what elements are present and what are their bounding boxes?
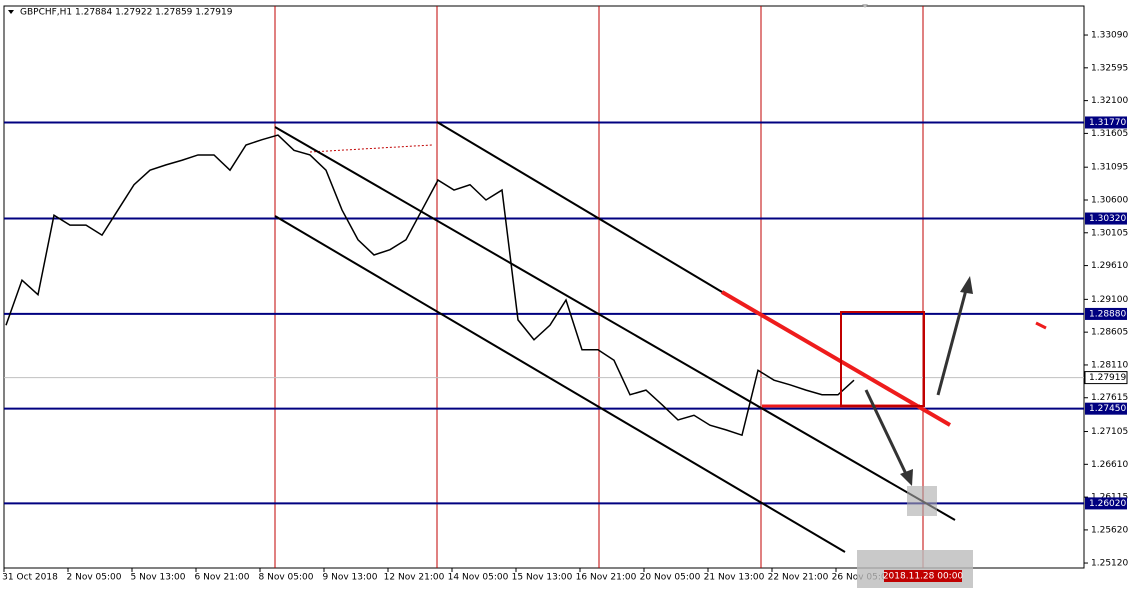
y-tick-label: 1.25620 bbox=[1091, 525, 1128, 535]
level-label: 1.27450 bbox=[1089, 404, 1126, 414]
level-label: 1.28880 bbox=[1089, 309, 1126, 319]
level-box bbox=[1085, 116, 1127, 129]
level-box bbox=[1085, 307, 1127, 320]
y-tick-label: 1.28605 bbox=[1091, 328, 1128, 338]
trend-drawings bbox=[274, 121, 1047, 553]
cursor-box bbox=[857, 550, 973, 588]
cursor-label-bg bbox=[884, 570, 962, 582]
plot-frame bbox=[3, 5, 1085, 569]
x-tick-label: 20 Nov 05:00 bbox=[640, 573, 701, 583]
x-tick-label: 14 Nov 05:00 bbox=[448, 573, 509, 583]
y-tick-label: 1.30105 bbox=[1091, 228, 1128, 238]
cursor-label: 2018.11.28 00:00 bbox=[883, 572, 964, 582]
x-tick-label: 22 Nov 21:00 bbox=[768, 573, 829, 583]
y-tick-label: 1.29610 bbox=[1091, 261, 1128, 271]
x-tick-label: 9 Nov 13:00 bbox=[323, 573, 378, 583]
x-tick-label: 5 Nov 13:00 bbox=[131, 573, 186, 583]
level-label: 1.30320 bbox=[1089, 214, 1126, 224]
y-tick-label: 1.27105 bbox=[1091, 427, 1128, 437]
x-tick-label: 8 Nov 05:00 bbox=[259, 573, 314, 583]
current-price-label: 1.27919 bbox=[1089, 373, 1126, 383]
menu-triangle bbox=[8, 10, 14, 14]
period-separators bbox=[274, 6, 924, 568]
chart-title: GBPCHF,H1 1.27884 1.27922 1.27859 1.2791… bbox=[20, 8, 233, 18]
shift-marker bbox=[862, 4, 868, 8]
y-tick-label: 1.31095 bbox=[1091, 163, 1128, 173]
y-tick-label: 1.28110 bbox=[1091, 360, 1128, 370]
x-tick-label: 6 Nov 21:00 bbox=[195, 573, 250, 583]
price-line bbox=[5, 134, 855, 437]
level-box bbox=[1085, 402, 1127, 415]
level-box bbox=[1085, 497, 1127, 510]
y-tick-label: 1.32595 bbox=[1091, 63, 1128, 73]
y-tick-label: 1.33090 bbox=[1091, 31, 1128, 41]
y-tick-label: 1.25120 bbox=[1091, 559, 1128, 569]
level-label: 1.26020 bbox=[1089, 499, 1126, 509]
x-tick-label: 21 Nov 13:00 bbox=[704, 573, 765, 583]
x-tick-label: 15 Nov 13:00 bbox=[512, 573, 573, 583]
y-tick-label: 1.31605 bbox=[1091, 129, 1128, 139]
y-tick-label: 1.30600 bbox=[1091, 195, 1128, 205]
level-box bbox=[1085, 212, 1127, 225]
current-price-box bbox=[1084, 371, 1128, 385]
x-tick-label: 16 Nov 21:00 bbox=[576, 573, 637, 583]
x-tick-label: 2 Nov 05:00 bbox=[67, 573, 122, 583]
x-tick-label: 12 Nov 21:00 bbox=[384, 573, 445, 583]
y-tick-label: 1.26610 bbox=[1091, 460, 1128, 470]
level-label: 1.31770 bbox=[1089, 118, 1126, 128]
x-tick-label: 31 Oct 2018 bbox=[2, 573, 58, 583]
y-tick-label: 1.29100 bbox=[1091, 295, 1128, 305]
y-tick-label: 1.27615 bbox=[1091, 393, 1128, 403]
y-tick-label: 1.32100 bbox=[1091, 96, 1128, 106]
